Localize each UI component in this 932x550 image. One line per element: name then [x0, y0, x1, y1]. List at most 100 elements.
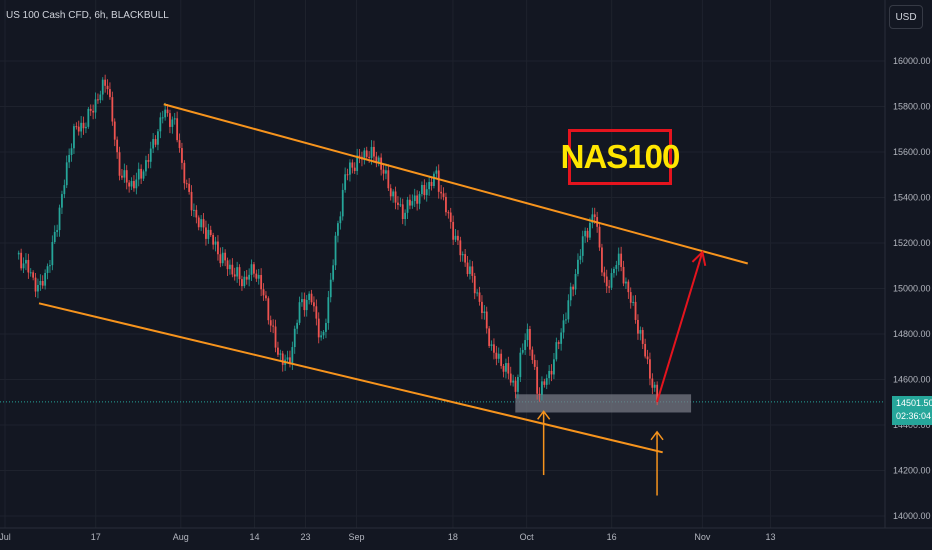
candle-body	[476, 292, 479, 294]
candle-body	[365, 150, 368, 157]
candle-body	[296, 322, 299, 329]
candle-body	[332, 265, 335, 280]
lower-channel-line[interactable]	[38, 302, 663, 454]
projection-arrow-head[interactable]	[691, 250, 707, 267]
candle-body	[627, 281, 630, 293]
price-axis[interactable]: 16000.00 15800.00 15600.00 15400.00 15200.00…	[893, 56, 931, 521]
x-tick-label: 18	[448, 532, 458, 542]
candle-body	[73, 126, 75, 149]
candle-body	[529, 328, 531, 350]
candle-body	[579, 255, 582, 260]
up-arrow-head[interactable]	[537, 410, 551, 420]
candle-body	[550, 370, 553, 375]
nas100-label-box[interactable]: NAS100	[561, 129, 680, 185]
y-tick-label: 15000.00	[893, 284, 931, 294]
candle-body	[308, 293, 311, 300]
candle-body	[404, 212, 407, 220]
candle-body	[433, 173, 435, 187]
candle-body	[116, 139, 119, 153]
candle-body	[538, 393, 541, 395]
candle-body	[166, 109, 169, 114]
candle-body	[243, 276, 246, 287]
candle-body	[339, 216, 342, 224]
candle-body	[418, 194, 421, 204]
candle-body	[478, 292, 481, 302]
candle-body	[447, 212, 450, 214]
candle-body	[409, 199, 411, 206]
last-price-value: 14501.50	[896, 398, 932, 408]
candle-body	[440, 191, 443, 194]
candle-body	[101, 79, 104, 95]
candle-body	[89, 108, 92, 111]
candle-body	[507, 363, 510, 374]
channel-lines[interactable]	[38, 103, 749, 454]
candle-body	[217, 241, 219, 255]
candle-body	[471, 266, 474, 276]
candle-body	[159, 117, 162, 132]
candle-body	[469, 266, 471, 274]
x-tick-label: 16	[607, 532, 617, 542]
candle-body	[442, 193, 445, 197]
y-tick-label: 15400.00	[893, 193, 931, 203]
candle-body	[449, 212, 452, 222]
x-tick-label: Nov	[694, 532, 711, 542]
y-tick-label: 15800.00	[893, 102, 931, 112]
candle-body	[603, 272, 606, 277]
candle-body	[147, 160, 150, 162]
candle-body	[161, 117, 164, 119]
candle-body	[653, 384, 656, 388]
candle-body	[65, 162, 68, 186]
candle-body	[303, 299, 306, 311]
candle-body	[488, 328, 491, 346]
y-tick-label: 14000.00	[893, 511, 931, 521]
candle-body	[560, 332, 563, 344]
candle-body	[58, 207, 61, 231]
candle-body	[255, 273, 258, 279]
candle-body	[118, 152, 121, 176]
candle-body	[250, 264, 253, 275]
candle-body	[649, 359, 651, 379]
candle-body	[109, 89, 111, 98]
candle-body	[358, 155, 361, 157]
candle-body	[85, 126, 87, 129]
candle-body	[646, 356, 649, 360]
candle-body	[375, 156, 378, 164]
candle-body	[385, 170, 387, 174]
candle-body	[428, 181, 431, 190]
candle-body	[632, 301, 635, 303]
up-arrow-head[interactable]	[650, 430, 664, 441]
candle-body	[349, 162, 351, 175]
candle-body	[291, 347, 294, 364]
candle-body	[344, 174, 347, 190]
candle-body	[77, 126, 80, 132]
candle-body	[142, 171, 145, 179]
y-tick-label: 15600.00	[893, 147, 931, 157]
candle-body	[452, 221, 455, 240]
currency-button[interactable]: USD	[889, 5, 923, 29]
candle-body	[625, 281, 627, 284]
candle-body	[543, 381, 546, 385]
candle-body	[317, 318, 320, 338]
candle-body	[584, 230, 587, 237]
candle-body	[320, 335, 323, 338]
candle-body	[598, 226, 601, 248]
candle-body	[128, 182, 131, 187]
candle-body	[94, 99, 97, 113]
annotation-arrows[interactable]	[537, 250, 707, 496]
support-zone	[515, 394, 692, 413]
candle-body	[137, 168, 140, 180]
candle-body	[238, 267, 241, 280]
candle-body	[565, 319, 567, 321]
candle-body	[634, 301, 637, 320]
upper-channel-line[interactable]	[163, 103, 749, 265]
candle-body	[286, 357, 289, 360]
candle-body	[617, 253, 620, 266]
time-axis[interactable]: Jul 17 Aug 14 23 Sep 18 Oct 16 Nov 13	[0, 532, 775, 542]
candle-body	[337, 223, 339, 236]
candle-body	[125, 170, 128, 183]
candle-body	[17, 252, 20, 255]
candle-body	[46, 266, 49, 273]
candle-body	[509, 373, 512, 383]
projection-arrow-shaft[interactable]	[656, 251, 704, 403]
